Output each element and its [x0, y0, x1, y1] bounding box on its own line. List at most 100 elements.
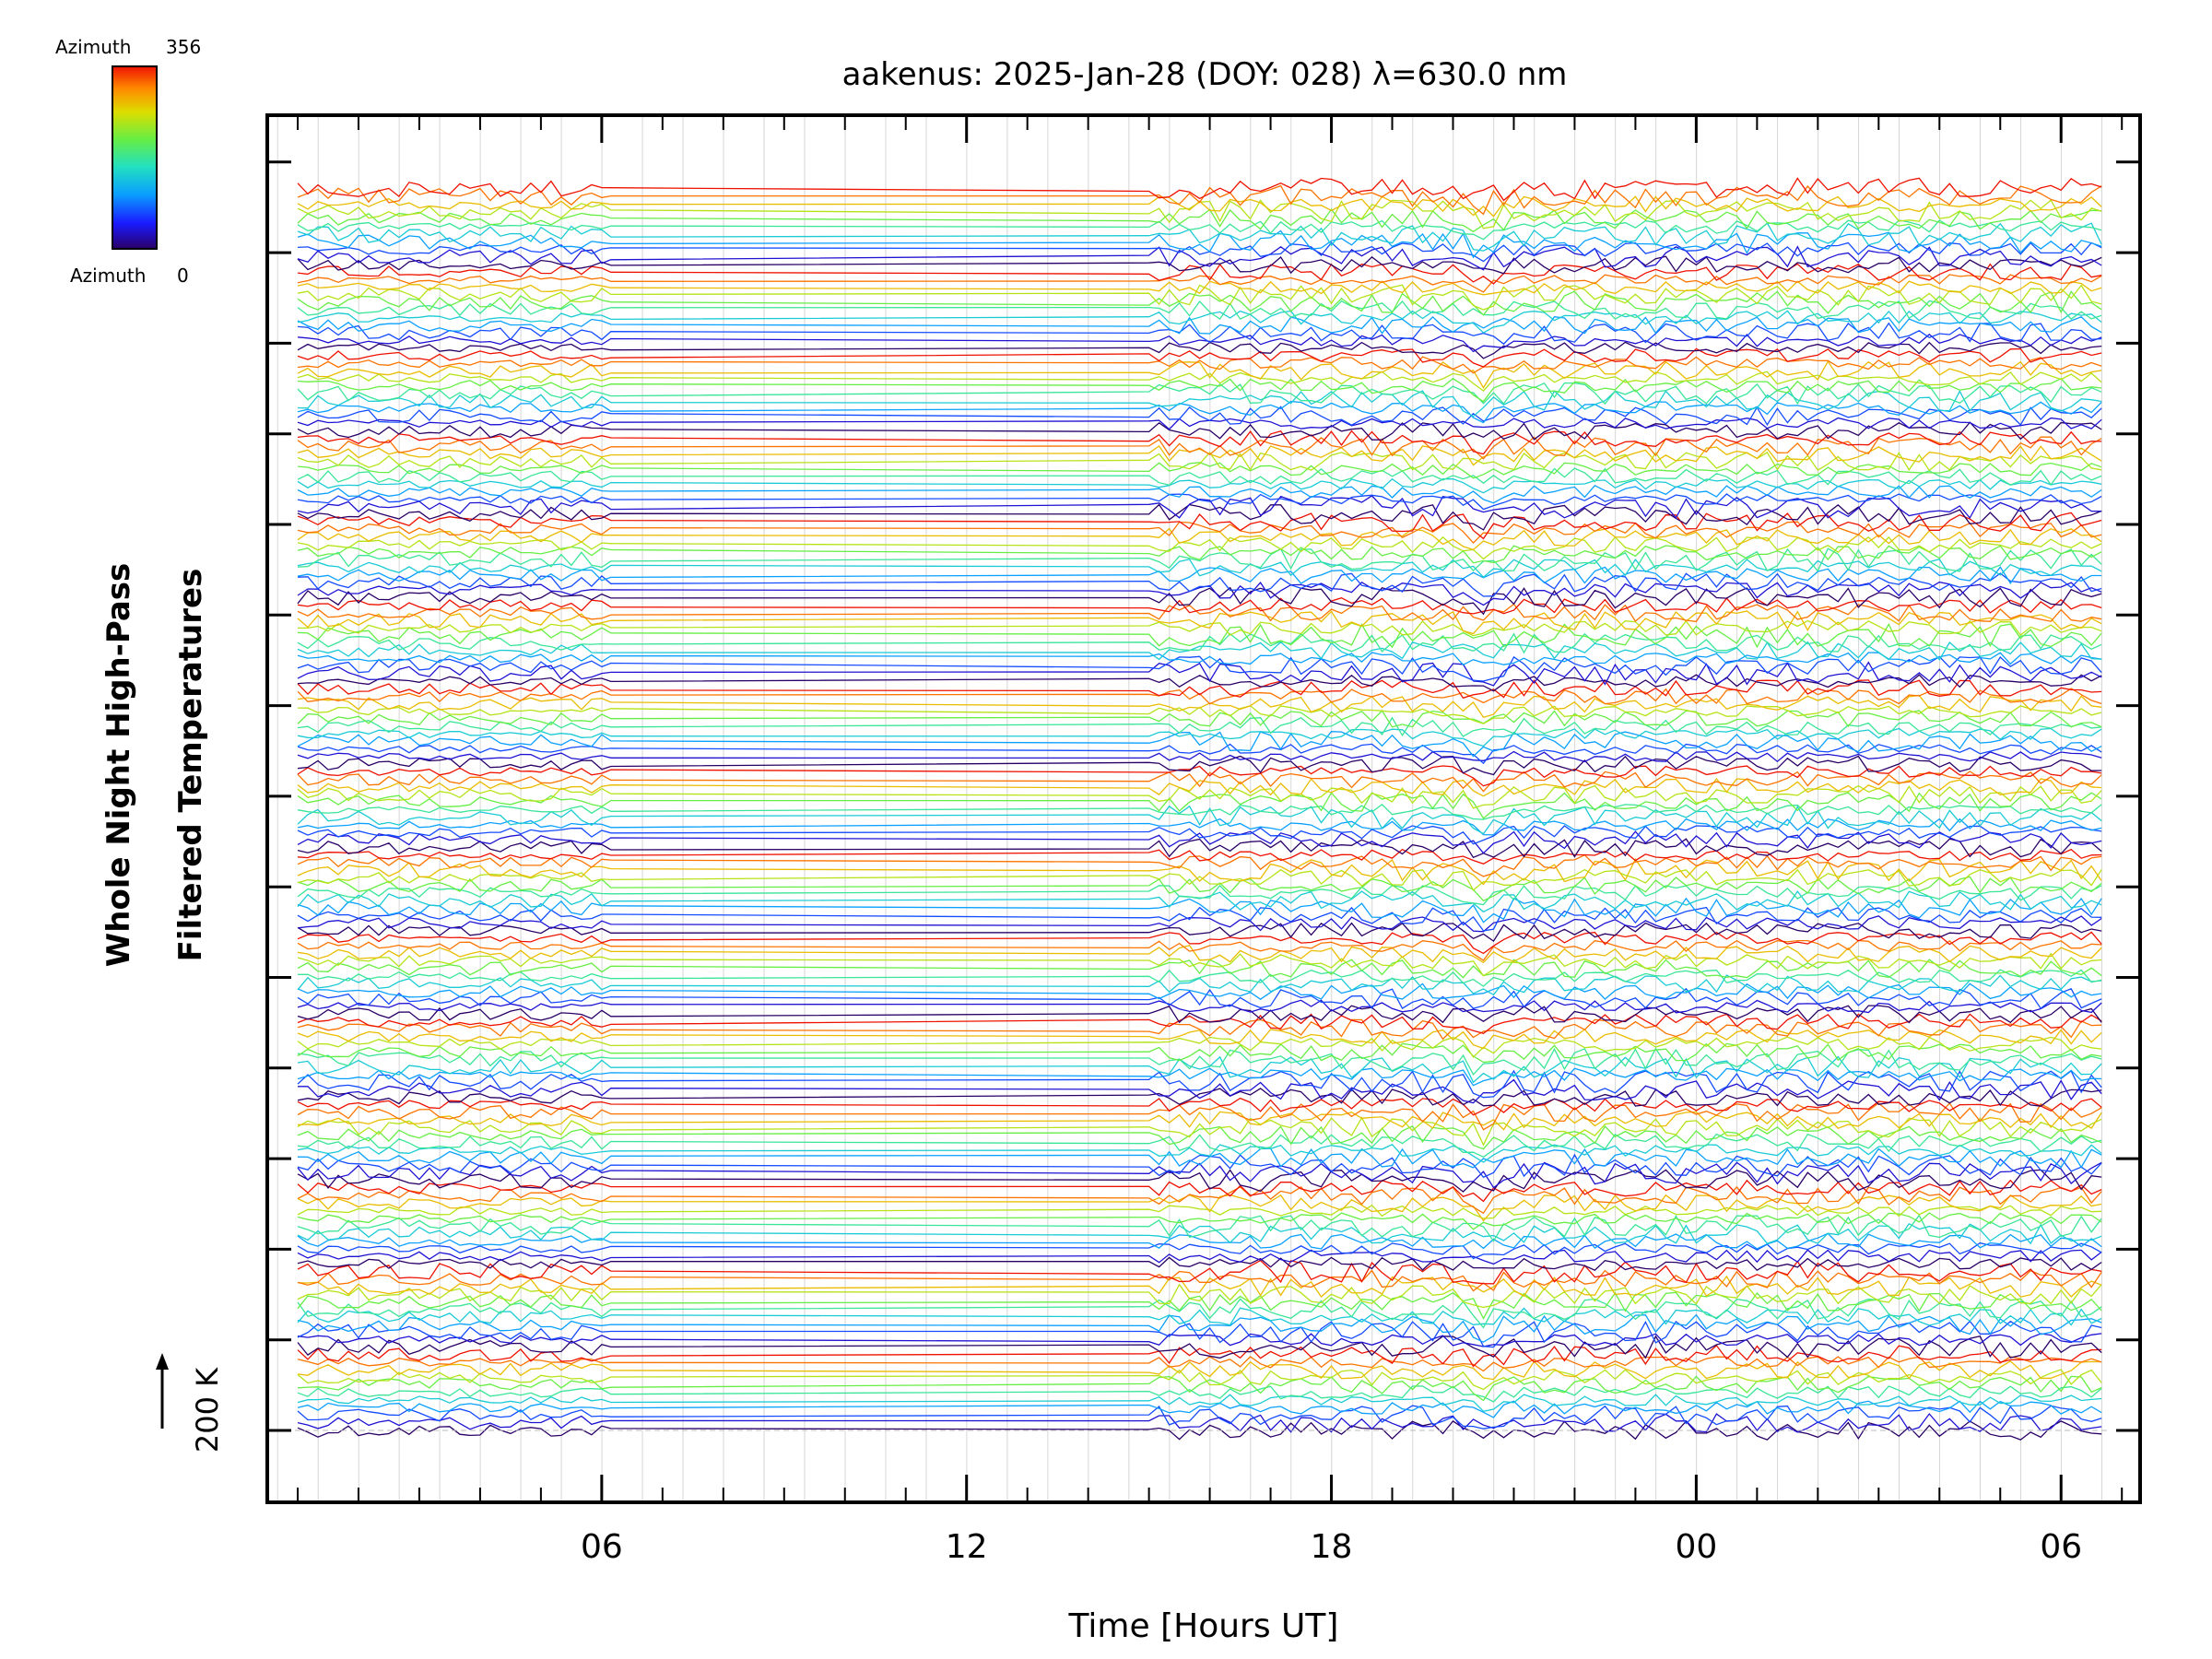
temperature-trace	[297, 1320, 2102, 1348]
plot-frame	[265, 113, 2142, 1504]
temperature-trace	[297, 535, 2102, 560]
temperature-trace	[297, 1333, 2102, 1347]
temperature-trace	[297, 1283, 2102, 1309]
temperature-trace	[297, 462, 2102, 479]
y-axis-ticks	[267, 160, 2140, 1432]
temperature-trace	[297, 207, 2102, 233]
temperature-trace	[297, 987, 2102, 1010]
x-tick-label: 06	[581, 1528, 623, 1566]
temperature-trace	[297, 1269, 2102, 1292]
temperature-trace	[298, 1078, 2102, 1104]
temperature-trace	[297, 581, 2102, 606]
temperature-trace	[297, 1153, 2102, 1179]
temperature-trace	[297, 710, 2102, 728]
temperature-trace	[297, 495, 2102, 520]
temperature-trace	[297, 1133, 2102, 1159]
temperature-trace	[297, 1144, 2102, 1163]
temperature-trace	[297, 1249, 2102, 1265]
temperature-trace	[297, 716, 2102, 737]
temperature-trace	[297, 784, 2102, 809]
colorbar: Azimuth 356 Azimuth 0	[55, 36, 201, 287]
temperature-trace	[297, 1412, 2102, 1433]
temperature-trace	[297, 195, 2102, 218]
temperature-trace	[297, 406, 2102, 427]
chart-title: aakenus: 2025-Jan-28 (DOY: 028) λ=630.0 …	[842, 56, 1568, 93]
temperature-trace	[297, 884, 2102, 906]
temperature-trace	[297, 959, 2102, 979]
temperature-trace	[297, 1222, 2102, 1245]
temperature-trace	[298, 619, 2102, 637]
temperature-trace	[297, 889, 2102, 913]
temperature-trace	[297, 805, 2102, 835]
temperature-trace	[297, 765, 2102, 787]
scale-bar-arrowhead	[156, 1353, 169, 1370]
temperature-trace	[297, 1088, 2102, 1107]
temperature-trace	[297, 1036, 2102, 1058]
temperature-trace	[297, 1055, 2102, 1084]
temperature-trace	[297, 221, 2102, 252]
x-tick-label: 00	[1675, 1528, 1717, 1566]
temperature-trace	[297, 868, 2102, 891]
temperature-trace	[297, 322, 2102, 346]
temperature-trace	[297, 1125, 2102, 1150]
temperature-trace	[297, 1005, 2102, 1024]
temperature-trace	[297, 939, 2102, 961]
temperature-trace	[297, 825, 2102, 845]
temperature-trace	[297, 347, 2102, 368]
temperature-trace	[297, 377, 2102, 403]
temperature-trace	[297, 1179, 2102, 1203]
temperature-trace	[297, 274, 2102, 293]
colorbar-bottom-label: Azimuth	[70, 265, 146, 287]
temperature-trace	[297, 603, 2102, 623]
temperature-trace	[297, 1356, 2102, 1372]
temperature-trace	[297, 586, 2102, 616]
temperature-trace	[297, 300, 2102, 321]
x-tick-label: 12	[946, 1528, 988, 1566]
temperature-trace	[297, 527, 2102, 551]
temperature-trace	[297, 219, 2102, 241]
temperature-trace	[297, 1116, 2102, 1147]
temperature-trace	[297, 1212, 2102, 1230]
temperature-trace	[297, 641, 2102, 661]
temperature-trace	[297, 1018, 2102, 1041]
scale-bar-label: 200 K	[190, 1367, 225, 1453]
temperature-trace	[297, 1307, 2102, 1326]
temperature-trace	[297, 1232, 2102, 1250]
temperature-trace	[297, 356, 2102, 374]
temperature-trace	[297, 503, 2102, 531]
temperature-trace	[297, 838, 2102, 859]
temperature-trace	[297, 1204, 2102, 1219]
temperature-trace	[297, 389, 2102, 418]
temperature-trace	[297, 1275, 2102, 1298]
temperature-trace	[297, 906, 2102, 932]
temperature-traces	[297, 177, 2102, 1441]
temperature-trace	[297, 777, 2102, 797]
temperature-trace	[297, 400, 2102, 424]
temperature-trace	[297, 597, 2102, 615]
temperature-trace	[297, 1111, 2102, 1131]
temperature-trace	[297, 371, 2102, 392]
temperature-trace	[297, 280, 2102, 296]
temperature-trace	[297, 421, 2102, 441]
scale-bar: 200 K	[156, 1353, 225, 1453]
temperature-trace	[297, 493, 2102, 511]
temperature-trace	[297, 566, 2102, 584]
temperature-trace	[297, 417, 2102, 430]
temperature-trace	[297, 679, 2102, 700]
temperature-trace	[297, 688, 2102, 705]
temperature-trace	[297, 284, 2102, 311]
temperature-trace	[297, 1359, 2102, 1381]
temperature-trace	[297, 818, 2102, 836]
temperature-trace	[297, 897, 2102, 924]
temperature-trace	[297, 1385, 2102, 1403]
y-axis-label-line2: Filtered Temperatures	[172, 569, 209, 962]
temperature-trace	[297, 255, 2102, 275]
temperature-trace	[297, 359, 2102, 389]
temperature-trace	[297, 245, 2102, 271]
temperature-trace	[297, 429, 2102, 455]
x-axis-ticks: 06 12 18 00 06	[296, 115, 2124, 1566]
temperature-trace	[297, 1194, 2102, 1222]
temperature-trace	[297, 241, 2102, 263]
temperature-trace	[297, 1161, 2102, 1189]
